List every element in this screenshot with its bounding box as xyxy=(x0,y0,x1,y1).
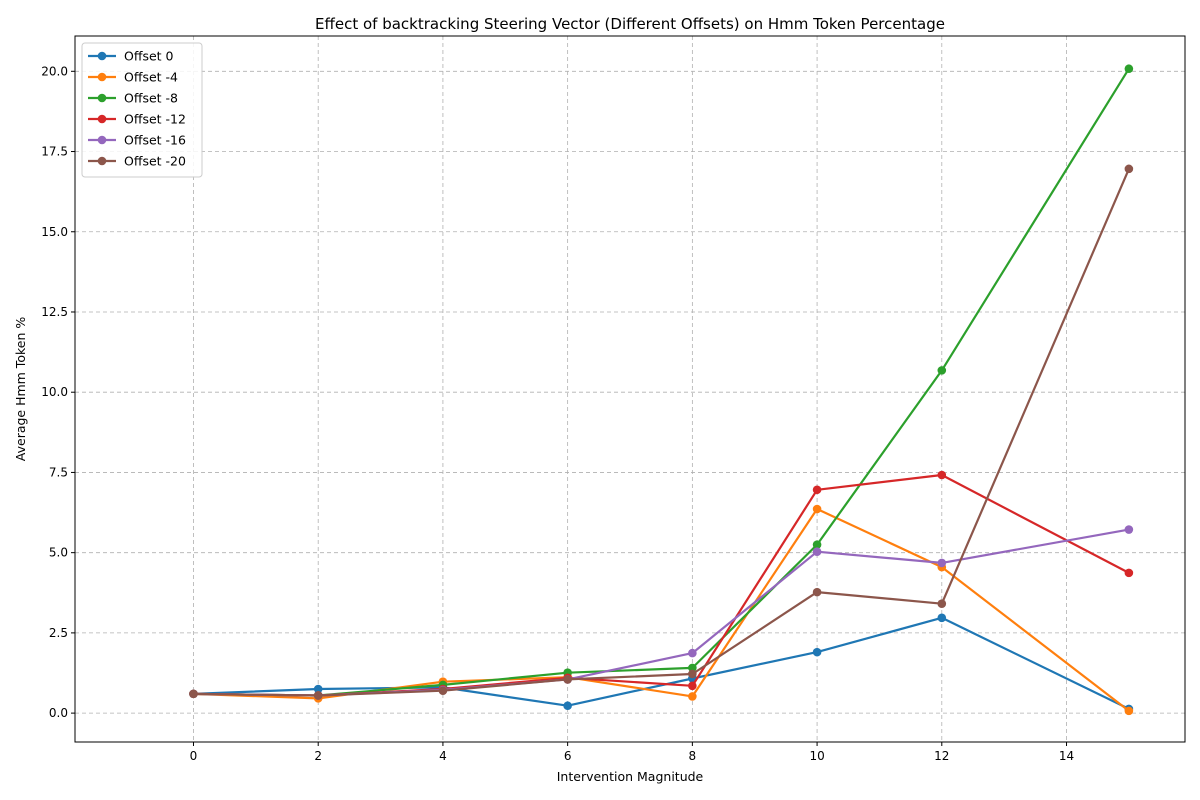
data-point xyxy=(313,691,323,700)
series-layer xyxy=(189,64,1134,716)
x-tick-label: 6 xyxy=(564,749,572,763)
legend-marker xyxy=(97,51,107,61)
data-point xyxy=(812,647,822,657)
data-point xyxy=(1124,568,1134,578)
data-point xyxy=(812,504,822,514)
legend-item: Offset -4 xyxy=(88,70,178,85)
data-point xyxy=(438,686,448,695)
y-tick-label: 2.5 xyxy=(49,626,68,640)
data-point xyxy=(812,540,822,549)
legend-marker xyxy=(97,156,107,166)
data-point xyxy=(688,663,697,673)
legend-item: Offset 0 xyxy=(88,49,174,64)
data-point xyxy=(189,689,198,699)
legend-item: Offset -20 xyxy=(88,154,186,169)
series-line xyxy=(193,168,1130,697)
legend-marker xyxy=(97,72,107,82)
data-point xyxy=(937,366,947,375)
legend-marker xyxy=(97,135,107,145)
data-point xyxy=(563,675,572,684)
data-point xyxy=(1124,525,1134,534)
x-tick-label: 14 xyxy=(1059,749,1074,763)
y-tick-label: 20.0 xyxy=(41,64,68,78)
y-tick-label: 17.5 xyxy=(41,145,68,159)
data-point xyxy=(937,470,947,480)
y-tick-label: 12.5 xyxy=(41,305,68,319)
data-point xyxy=(937,558,947,568)
data-point xyxy=(1124,64,1134,74)
y-tick-label: 10.0 xyxy=(41,385,68,399)
data-point xyxy=(563,701,572,711)
x-tick-label: 2 xyxy=(314,749,322,763)
data-point xyxy=(688,681,697,691)
legend-label: Offset -8 xyxy=(124,91,178,106)
legend-marker xyxy=(97,93,107,103)
data-point xyxy=(313,684,323,694)
legend-marker xyxy=(97,114,107,124)
legend-item: Offset -12 xyxy=(88,112,186,127)
data-point xyxy=(688,669,697,679)
legend-label: Offset -4 xyxy=(124,70,178,85)
data-point xyxy=(1124,706,1134,716)
chart-title: Effect of backtracking Steering Vector (… xyxy=(315,15,945,33)
x-tick-label: 8 xyxy=(689,749,697,763)
y-axis: 0.0 2.5 5.0 7.5 10.0 12.5 15.0 17.5 20.0 xyxy=(41,64,75,720)
x-tick-label: 4 xyxy=(439,749,447,763)
data-point xyxy=(688,648,697,658)
plot-frame xyxy=(74,35,1186,743)
series-offsetminus20 xyxy=(189,164,1134,700)
data-point xyxy=(1124,164,1134,174)
y-tick-label: 15.0 xyxy=(41,225,68,239)
series-line xyxy=(193,616,1130,710)
legend-item: Offset -16 xyxy=(88,133,186,148)
data-point xyxy=(937,599,947,608)
legend: Offset 0 Offset -4 Offset -8 Offset -12 Offs… xyxy=(81,42,203,178)
data-point xyxy=(937,613,947,623)
x-tick-label: 10 xyxy=(809,749,824,763)
legend-label: Offset 0 xyxy=(124,49,174,64)
legend-label: Offset -16 xyxy=(124,133,186,148)
data-point xyxy=(812,587,822,597)
x-axis: 0 2 4 6 8 10 12 14 xyxy=(190,742,1074,763)
y-tick-label: 7.5 xyxy=(49,465,68,479)
x-tick-label: 12 xyxy=(934,749,949,763)
y-axis-label: Average Hmm Token % xyxy=(13,317,28,462)
y-tick-label: 5.0 xyxy=(49,546,68,560)
data-point xyxy=(812,485,822,495)
x-axis-label: Intervention Magnitude xyxy=(557,769,704,784)
data-point xyxy=(688,692,697,701)
data-point xyxy=(812,547,822,557)
legend-label: Offset -12 xyxy=(124,112,186,127)
legend-label: Offset -20 xyxy=(124,154,186,169)
legend-item: Offset -8 xyxy=(88,91,178,106)
y-tick-label: 0.0 xyxy=(49,706,68,720)
x-tick-label: 0 xyxy=(190,749,198,763)
